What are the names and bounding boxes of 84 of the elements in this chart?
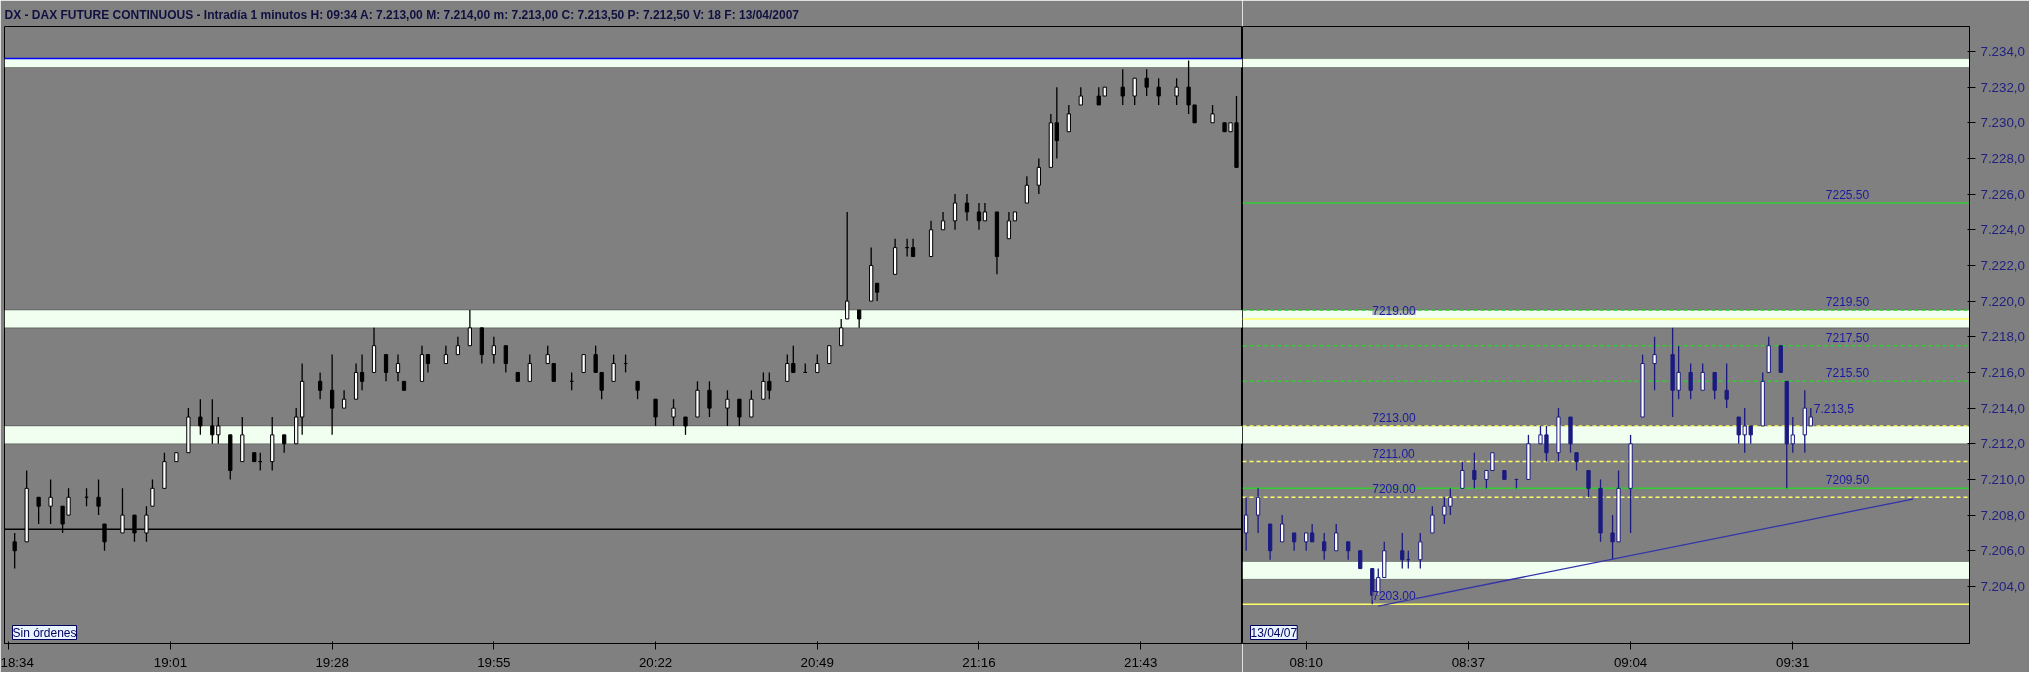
annotation: 7219.50 — [1825, 295, 1870, 310]
candlestick — [1586, 469, 1591, 498]
candlestick — [359, 353, 365, 391]
y-tick-label: 7.216,0 — [1980, 364, 2025, 380]
y-tick-label: 7.228,0 — [1980, 150, 2025, 166]
candlestick — [1700, 362, 1705, 391]
chart-title: DX - DAX FUTURE CONTINUOUS - Intradía 1 minutos H: 09:34 A: 7.213,00 M: 7.214,00 m: 7.213,00 C: 7.213,50 P: 7.212,50 V: 18 F: 13/04/2007 — [4, 7, 800, 22]
candlestick — [503, 345, 508, 374]
candlestick — [1472, 452, 1477, 490]
candlestick — [1024, 175, 1030, 204]
candlestick — [1132, 77, 1137, 106]
x-tick-label: 20:22 — [638, 654, 673, 670]
annotation: 13/04/07 — [1250, 625, 1298, 640]
y-tick-label: 7.208,0 — [1980, 507, 2025, 523]
candlestick — [1334, 523, 1339, 552]
candlestick — [36, 496, 41, 525]
x-tick-label: 18:34 — [0, 654, 35, 670]
x-tick-label: 09:04 — [1613, 654, 1648, 670]
annotation: 7209.50 — [1825, 473, 1870, 488]
candlestick — [1280, 514, 1285, 543]
candlestick — [1174, 77, 1179, 106]
candlestick — [395, 353, 401, 383]
y-tick-label: 7.224,0 — [1980, 222, 2025, 238]
x-tick-label: 19:01 — [153, 654, 188, 670]
annotation: 7225.50 — [1825, 188, 1870, 203]
candlestick — [1054, 86, 1059, 160]
x-tick-label: 08:10 — [1289, 654, 1323, 670]
candlestick — [1243, 496, 1249, 552]
candlestick — [1156, 77, 1161, 106]
candlestick — [1322, 532, 1327, 561]
candlestick — [1418, 532, 1423, 570]
y-tick-label: 7.230,0 — [1980, 115, 2025, 131]
candlestick — [48, 478, 53, 525]
candlestick — [150, 478, 155, 507]
x-tick-label: 21:16 — [962, 654, 996, 670]
candlestick — [527, 353, 532, 383]
x-tick-label: 20:49 — [800, 654, 834, 670]
y-tick-label: 7.232,0 — [1980, 79, 2025, 95]
candlestick — [1400, 532, 1405, 570]
y-tick-label: 7.226,0 — [1980, 186, 2025, 202]
candlestick — [1036, 157, 1041, 195]
candlestick — [952, 193, 958, 231]
x-tick-label: 19:28 — [315, 654, 349, 670]
y-tick-label: 7.218,0 — [1980, 329, 2025, 345]
y-tick-label: 7.206,0 — [1980, 543, 2025, 559]
candlestick — [1724, 362, 1729, 409]
annotation: 7211.00 — [1372, 446, 1416, 461]
x-tick-label: 09:31 — [1776, 654, 1810, 670]
candlestick — [1712, 371, 1717, 400]
y-tick-label: 7.220,0 — [1980, 293, 2025, 309]
annotation: 7209.00 — [1372, 482, 1416, 497]
y-tick-label: 7.222,0 — [1980, 257, 2025, 273]
candlestick — [976, 202, 982, 231]
annotation: 7215.50 — [1825, 366, 1870, 381]
x-tick-label: 19:55 — [477, 654, 511, 670]
candlestick — [12, 532, 17, 570]
annotation: Sin órdenes — [12, 625, 77, 640]
y-tick-label: 7.210,0 — [1980, 471, 2025, 487]
candlestick — [1460, 460, 1465, 490]
candlestick — [1652, 336, 1657, 391]
candlestick — [964, 193, 970, 222]
candlestick — [707, 380, 712, 418]
y-tick-label: 7.234,0 — [1980, 43, 2025, 59]
y-tick-label: 7.214,0 — [1980, 400, 2025, 416]
candlestick — [383, 353, 389, 383]
x-tick-label: 08:37 — [1451, 654, 1486, 670]
annotation: 7219.00 — [1372, 303, 1416, 318]
candlestick — [1006, 211, 1012, 240]
annotation: 7217.50 — [1825, 330, 1870, 345]
candlestick — [1688, 362, 1693, 400]
candlestick — [1066, 104, 1071, 133]
candlestick — [1430, 505, 1435, 534]
y-tick-label: 7.212,0 — [1980, 436, 2025, 452]
candlestick — [96, 478, 101, 516]
candlestick — [749, 389, 754, 418]
candlestick — [1255, 487, 1261, 534]
annotation: 7.213,5 — [1813, 402, 1855, 417]
annotation: 7203.00 — [1372, 589, 1416, 604]
annotation: 7213.00 — [1372, 410, 1416, 425]
y-tick-label: 7.204,0 — [1980, 578, 2025, 594]
candlestick — [611, 353, 616, 383]
x-tick-label: 21:43 — [1124, 654, 1158, 670]
candlestick — [317, 371, 323, 400]
candlestick — [491, 336, 496, 365]
